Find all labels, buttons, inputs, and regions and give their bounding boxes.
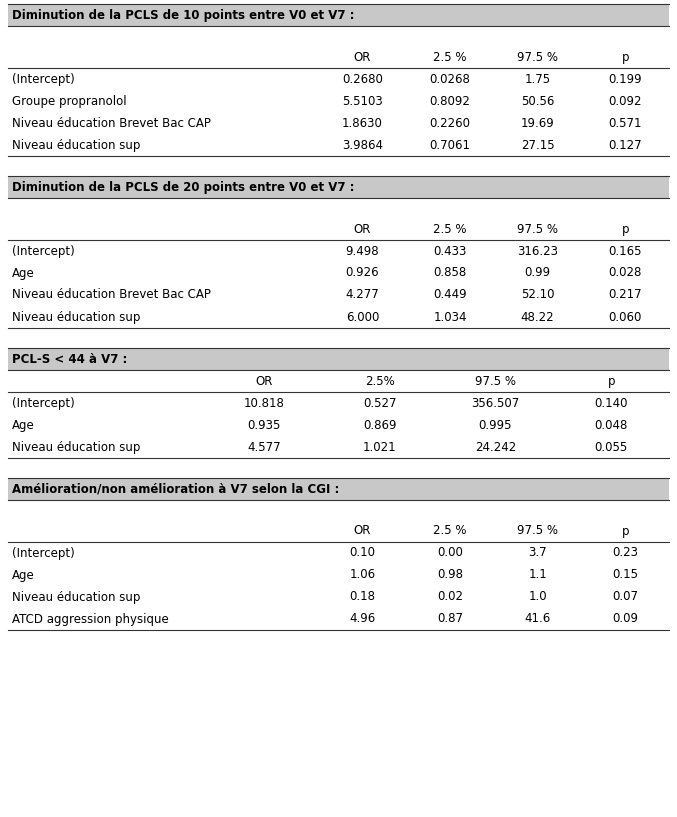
- Text: 0.15: 0.15: [612, 569, 638, 582]
- Text: 0.092: 0.092: [609, 95, 642, 108]
- Text: 5.5103: 5.5103: [342, 95, 383, 108]
- Text: 1.0: 1.0: [528, 591, 547, 604]
- Text: 97.5 %: 97.5 %: [517, 222, 558, 235]
- Text: 6.000: 6.000: [346, 310, 379, 324]
- Text: (Intercept): (Intercept): [12, 396, 74, 409]
- Text: 2.5 %: 2.5 %: [433, 525, 467, 538]
- Text: p: p: [621, 222, 629, 235]
- Bar: [8, 348, 669, 370]
- Text: 0.926: 0.926: [346, 266, 379, 279]
- Bar: [8, 478, 669, 500]
- Text: 52.10: 52.10: [521, 288, 554, 301]
- Text: Niveau éducation sup: Niveau éducation sup: [12, 310, 140, 324]
- Text: 0.935: 0.935: [248, 418, 281, 431]
- Text: Groupe propranolol: Groupe propranolol: [12, 95, 127, 108]
- Text: 1.06: 1.06: [349, 569, 376, 582]
- Text: 0.18: 0.18: [349, 591, 376, 604]
- Text: p: p: [607, 374, 615, 387]
- Text: OR: OR: [255, 374, 273, 387]
- Text: 0.7061: 0.7061: [429, 139, 471, 151]
- Text: 41.6: 41.6: [525, 613, 551, 626]
- Text: 0.199: 0.199: [609, 73, 642, 86]
- Text: 27.15: 27.15: [521, 139, 554, 151]
- Text: PCL-S < 44 à V7 :: PCL-S < 44 à V7 :: [12, 352, 127, 365]
- Text: Age: Age: [12, 418, 35, 431]
- Text: 0.449: 0.449: [433, 288, 467, 301]
- Text: 0.87: 0.87: [437, 613, 463, 626]
- Text: 0.0268: 0.0268: [430, 73, 471, 86]
- Text: (Intercept): (Intercept): [12, 73, 74, 86]
- Text: 0.8092: 0.8092: [430, 95, 471, 108]
- Text: 0.07: 0.07: [612, 591, 638, 604]
- Text: 0.527: 0.527: [363, 396, 397, 409]
- Text: 0.98: 0.98: [437, 569, 463, 582]
- Text: 0.995: 0.995: [479, 418, 512, 431]
- Text: 2.5 %: 2.5 %: [433, 51, 467, 64]
- Text: Niveau éducation sup: Niveau éducation sup: [12, 591, 140, 604]
- Text: 0.433: 0.433: [433, 244, 466, 257]
- Text: 356.507: 356.507: [471, 396, 520, 409]
- Text: Diminution de la PCLS de 20 points entre V0 et V7 :: Diminution de la PCLS de 20 points entre…: [12, 181, 355, 194]
- Text: 1.1: 1.1: [528, 569, 547, 582]
- Text: 0.127: 0.127: [609, 139, 642, 151]
- Bar: [8, 4, 669, 26]
- Text: 97.5 %: 97.5 %: [517, 525, 558, 538]
- Text: 0.09: 0.09: [612, 613, 638, 626]
- Text: 0.028: 0.028: [609, 266, 642, 279]
- Text: 19.69: 19.69: [521, 117, 554, 130]
- Text: OR: OR: [354, 51, 371, 64]
- Text: 2.5%: 2.5%: [365, 374, 395, 387]
- Text: 0.99: 0.99: [525, 266, 550, 279]
- Text: 0.048: 0.048: [594, 418, 628, 431]
- Text: 0.00: 0.00: [437, 547, 463, 560]
- Text: 1.8630: 1.8630: [342, 117, 383, 130]
- Text: 97.5 %: 97.5 %: [475, 374, 516, 387]
- Text: ATCD aggression physique: ATCD aggression physique: [12, 613, 169, 626]
- Text: Niveau éducation sup: Niveau éducation sup: [12, 139, 140, 151]
- Text: 48.22: 48.22: [521, 310, 554, 324]
- Text: OR: OR: [354, 222, 371, 235]
- Text: 0.2680: 0.2680: [342, 73, 383, 86]
- Text: 0.140: 0.140: [594, 396, 628, 409]
- Text: Diminution de la PCLS de 10 points entre V0 et V7 :: Diminution de la PCLS de 10 points entre…: [12, 8, 355, 21]
- Text: 0.060: 0.060: [609, 310, 642, 324]
- Text: 0.2260: 0.2260: [429, 117, 471, 130]
- Text: 3.7: 3.7: [528, 547, 547, 560]
- Text: 4.577: 4.577: [247, 440, 281, 453]
- Bar: [8, 176, 669, 198]
- Text: Niveau éducation Brevet Bac CAP: Niveau éducation Brevet Bac CAP: [12, 288, 211, 301]
- Text: 0.10: 0.10: [349, 547, 376, 560]
- Text: 3.9864: 3.9864: [342, 139, 383, 151]
- Text: 97.5 %: 97.5 %: [517, 51, 558, 64]
- Text: 4.96: 4.96: [349, 613, 376, 626]
- Text: 10.818: 10.818: [244, 396, 284, 409]
- Text: Niveau éducation sup: Niveau éducation sup: [12, 440, 140, 453]
- Text: 1.034: 1.034: [433, 310, 467, 324]
- Text: p: p: [621, 51, 629, 64]
- Text: Age: Age: [12, 266, 35, 279]
- Text: 50.56: 50.56: [521, 95, 554, 108]
- Text: 4.277: 4.277: [345, 288, 379, 301]
- Text: 9.498: 9.498: [346, 244, 379, 257]
- Text: Age: Age: [12, 569, 35, 582]
- Text: 0.217: 0.217: [609, 288, 642, 301]
- Text: Niveau éducation Brevet Bac CAP: Niveau éducation Brevet Bac CAP: [12, 117, 211, 130]
- Text: 0.869: 0.869: [363, 418, 397, 431]
- Text: (Intercept): (Intercept): [12, 547, 74, 560]
- Text: 0.858: 0.858: [433, 266, 466, 279]
- Text: 0.055: 0.055: [594, 440, 628, 453]
- Text: 1.75: 1.75: [525, 73, 550, 86]
- Text: (Intercept): (Intercept): [12, 244, 74, 257]
- Text: 316.23: 316.23: [517, 244, 558, 257]
- Text: Amélioration/non amélioration à V7 selon la CGI :: Amélioration/non amélioration à V7 selon…: [12, 483, 339, 495]
- Text: 2.5 %: 2.5 %: [433, 222, 467, 235]
- Text: OR: OR: [354, 525, 371, 538]
- Text: p: p: [621, 525, 629, 538]
- Text: 0.571: 0.571: [609, 117, 642, 130]
- Text: 1.021: 1.021: [363, 440, 397, 453]
- Text: 24.242: 24.242: [475, 440, 516, 453]
- Text: 0.02: 0.02: [437, 591, 463, 604]
- Text: 0.165: 0.165: [609, 244, 642, 257]
- Text: 0.23: 0.23: [612, 547, 638, 560]
